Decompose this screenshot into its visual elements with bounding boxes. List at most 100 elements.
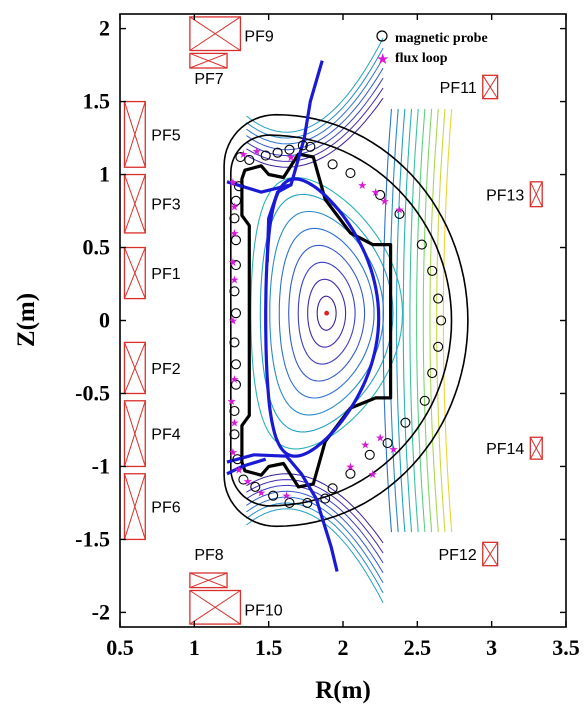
- plot-frame: [119, 13, 567, 628]
- x-tick-label: 3: [486, 635, 497, 660]
- coil-pf14: PF14: [486, 436, 543, 460]
- flux-loop: ★: [286, 151, 296, 164]
- flux-loop: ★: [227, 395, 237, 408]
- flux-loop: ★: [228, 176, 238, 189]
- magnetic-probe: [229, 213, 240, 224]
- coil-label: PF6: [151, 500, 180, 517]
- coil-label: PF13: [486, 187, 524, 204]
- magnetic-probe: [229, 286, 240, 297]
- outer-vessel-wall: [223, 113, 469, 528]
- y-tick-label: 0.5: [83, 235, 111, 260]
- magnetic-probe: [400, 417, 411, 428]
- magnetic-probe: [375, 189, 386, 201]
- magnetic-probe: [232, 454, 243, 465]
- y-tick-label: -1.5: [75, 526, 110, 551]
- magnetic-probe: [345, 468, 356, 479]
- x-tick-label: 2: [338, 635, 349, 660]
- coil-pf3: PF3: [123, 173, 181, 234]
- coil-pf7: PF7: [189, 52, 228, 88]
- magnetic-probe: [305, 141, 316, 152]
- flux-loop: ★: [357, 179, 367, 192]
- magnetic-probe: [235, 151, 246, 163]
- magnetic-probe: [272, 147, 283, 158]
- magnetic-probe: [229, 405, 240, 417]
- magnetic-probe: [297, 140, 308, 151]
- flux-loop: ★: [375, 431, 385, 444]
- legend-fluxloop-label: flux loop: [395, 51, 448, 66]
- coil-label: PF11: [440, 80, 477, 97]
- inner-vessel-wall: [230, 134, 453, 507]
- flux-loop: ★: [282, 490, 292, 503]
- y-tick-label: 0: [99, 308, 110, 333]
- y-tick-label: -0.5: [75, 380, 110, 405]
- coil-label: PF9: [244, 29, 273, 46]
- magnetic-probe: [230, 195, 242, 206]
- magnetic-axis-dot: [324, 310, 330, 316]
- flux-loop: ★: [243, 475, 253, 488]
- x-tick-label: 3.5: [552, 635, 580, 660]
- coil-label: PF10: [244, 602, 282, 619]
- legend: magnetic probe ★ flux loop: [376, 30, 488, 68]
- magnetic-probe: [382, 438, 393, 449]
- coil-label: PF1: [151, 266, 180, 283]
- x-axis-label: R(m): [315, 677, 371, 704]
- flux-loop: ★: [228, 446, 238, 459]
- separatrix: [226, 60, 381, 572]
- legend-probe-marker: [376, 30, 388, 42]
- coil-pf1: PF1: [123, 246, 181, 300]
- flux-loop: ★: [228, 256, 238, 269]
- flux-contours: [246, 37, 453, 604]
- magnetic-probe: [345, 168, 356, 179]
- magnetic-probe: [260, 150, 271, 161]
- magnetic-probe: [230, 379, 242, 390]
- magnetic-probe: [419, 395, 430, 406]
- y-tick-label: 1.5: [83, 89, 111, 114]
- magnetic-probe: [229, 337, 240, 348]
- coil-label: PF14: [486, 441, 524, 458]
- magnetic-probe: [364, 449, 375, 460]
- magnetic-probe: [230, 359, 242, 370]
- magnetic-probe: [427, 265, 438, 276]
- coil-label: PF7: [194, 71, 223, 88]
- separatrix-core: [264, 177, 381, 458]
- coil-pf13: PF13: [486, 181, 543, 208]
- flux-loop: ★: [395, 204, 405, 217]
- flux-loop: ★: [371, 186, 381, 199]
- vacuum-vessel: [223, 113, 469, 528]
- y-tick-label: -1: [92, 453, 110, 478]
- separatrix-lower-inner: [226, 457, 267, 476]
- coil-label: PF3: [151, 197, 180, 214]
- separatrix-lower-leg: [226, 453, 339, 572]
- flux-loop: ★: [252, 145, 262, 158]
- y-axis-label: Z(m): [13, 293, 40, 347]
- magnetic-probe: [433, 341, 444, 352]
- flux-loop: ★: [256, 487, 266, 500]
- flux-loop: ★: [230, 274, 240, 287]
- magnetic-probes: [229, 140, 447, 508]
- flux-loop: ★: [345, 460, 355, 473]
- magnetic-probe: [284, 144, 295, 155]
- magnetic-probe: [394, 208, 405, 220]
- flux-loop: ★: [234, 463, 244, 476]
- y-tick-label: 1: [99, 162, 110, 187]
- legend-fluxloop-marker: ★: [376, 50, 389, 68]
- magnetic-probe: [416, 239, 427, 250]
- coil-pf11: PF11: [440, 74, 499, 100]
- magnetic-probe: [244, 154, 255, 166]
- flux-loop: ★: [228, 315, 238, 328]
- flux-loop: ★: [238, 148, 248, 161]
- magnetic-probe: [327, 159, 338, 170]
- magnetic-probe: [230, 308, 242, 319]
- flux-loop: ★: [389, 443, 399, 456]
- coil-pf10: PF10: [189, 589, 283, 625]
- magnetic-probe: [268, 490, 279, 501]
- magnetic-probe: [427, 367, 438, 379]
- magnetic-probe: [250, 481, 261, 492]
- x-tick-label: 2.5: [404, 635, 432, 660]
- separatrix-upper-leg: [226, 60, 324, 194]
- magnetic-probe: [230, 259, 242, 271]
- magnetic-probe: [233, 181, 244, 192]
- magnetic-probe: [230, 235, 242, 246]
- x-tick-label: 0.5: [106, 635, 134, 660]
